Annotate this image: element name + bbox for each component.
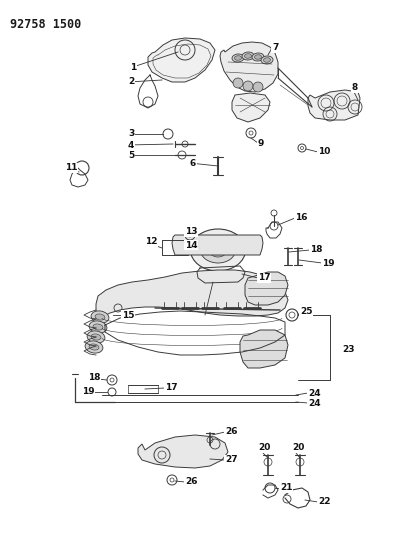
Ellipse shape	[89, 321, 107, 333]
Ellipse shape	[91, 334, 101, 340]
Text: 24: 24	[308, 399, 321, 408]
Text: 18: 18	[88, 374, 101, 383]
Circle shape	[253, 82, 263, 92]
Ellipse shape	[190, 229, 245, 271]
Text: 11: 11	[65, 164, 77, 173]
Text: 15: 15	[122, 311, 134, 319]
Text: 22: 22	[318, 497, 330, 506]
Text: 24: 24	[308, 389, 321, 398]
Ellipse shape	[245, 54, 251, 58]
Ellipse shape	[201, 237, 235, 263]
Polygon shape	[245, 272, 288, 305]
Text: 1: 1	[130, 63, 136, 72]
Polygon shape	[220, 42, 278, 92]
Polygon shape	[148, 38, 215, 82]
Text: 17: 17	[258, 273, 271, 282]
Ellipse shape	[261, 56, 273, 64]
Text: 26: 26	[225, 427, 237, 437]
Ellipse shape	[87, 331, 105, 343]
Text: 27: 27	[225, 456, 238, 464]
Text: 13: 13	[185, 228, 198, 237]
Text: 2: 2	[128, 77, 134, 86]
Ellipse shape	[209, 243, 227, 257]
Text: 20: 20	[292, 443, 304, 453]
Polygon shape	[308, 90, 360, 120]
Polygon shape	[138, 435, 228, 468]
Text: 10: 10	[318, 148, 330, 157]
Text: 6: 6	[190, 158, 196, 167]
Text: 12: 12	[145, 238, 158, 246]
Polygon shape	[240, 330, 288, 368]
Text: 19: 19	[322, 259, 335, 268]
Ellipse shape	[242, 52, 254, 60]
Text: 9: 9	[258, 139, 265, 148]
Ellipse shape	[91, 311, 109, 323]
Ellipse shape	[89, 344, 99, 350]
Text: 19: 19	[82, 387, 95, 397]
Ellipse shape	[232, 54, 244, 62]
Text: 3: 3	[128, 130, 134, 139]
Text: 21: 21	[280, 483, 292, 492]
Text: 20: 20	[258, 443, 271, 453]
Text: 23: 23	[342, 345, 354, 354]
Ellipse shape	[263, 58, 271, 62]
Text: 8: 8	[352, 84, 358, 93]
Circle shape	[215, 272, 225, 282]
Text: 7: 7	[272, 44, 279, 52]
Ellipse shape	[235, 56, 241, 60]
Polygon shape	[232, 93, 270, 122]
Text: 92758 1500: 92758 1500	[10, 18, 81, 31]
Circle shape	[243, 81, 253, 91]
Text: 26: 26	[185, 478, 198, 487]
Text: 18: 18	[310, 246, 322, 254]
Text: 25: 25	[300, 308, 312, 317]
Ellipse shape	[255, 55, 261, 59]
Ellipse shape	[93, 324, 103, 330]
Circle shape	[233, 78, 243, 88]
Ellipse shape	[85, 341, 103, 353]
Polygon shape	[172, 235, 263, 255]
Polygon shape	[96, 270, 288, 318]
Ellipse shape	[252, 53, 264, 61]
Ellipse shape	[95, 314, 105, 320]
Text: 14: 14	[185, 240, 198, 249]
Text: 4: 4	[128, 141, 134, 149]
Text: 5: 5	[128, 150, 134, 159]
Text: 17: 17	[165, 384, 178, 392]
Text: 16: 16	[295, 214, 308, 222]
